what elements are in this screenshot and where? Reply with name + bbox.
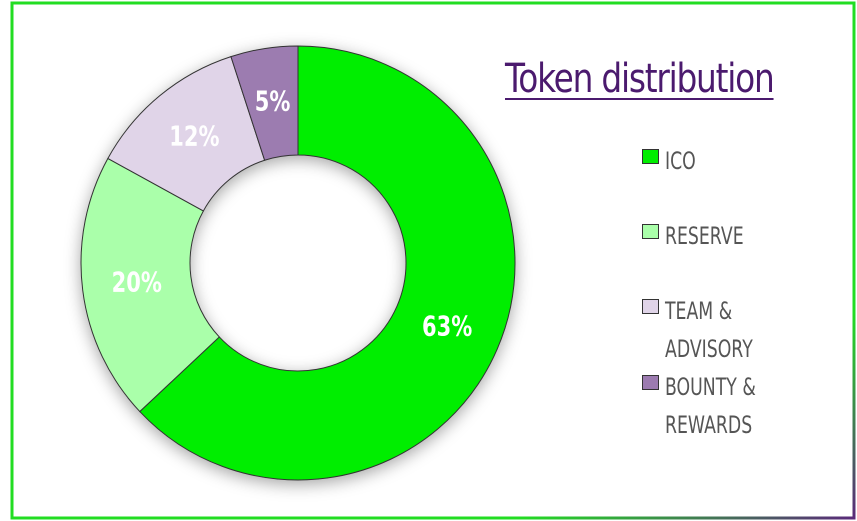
legend-swatch: [642, 149, 659, 164]
donut-slice: [80, 157, 220, 413]
legend-item: BOUNTY & REWARDS: [642, 368, 800, 444]
legend-item: TEAM & ADVISORY: [642, 292, 800, 368]
donut-slice: [139, 45, 516, 481]
legend-label: ICO: [665, 147, 696, 175]
slice-label: 63%: [422, 309, 472, 342]
legend-label: RESERVE: [665, 222, 744, 250]
slice-label: 5%: [255, 84, 291, 117]
frame: [10, 1, 856, 520]
donut-slice: [230, 45, 299, 161]
legend-swatch: [642, 299, 659, 314]
legend-swatch: [642, 224, 659, 239]
chart-title: Token distribution: [505, 56, 775, 102]
legend-label: BOUNTY & REWARDS: [665, 373, 756, 439]
slice-label: 12%: [169, 120, 219, 153]
legend-label: TEAM & ADVISORY: [665, 297, 753, 363]
legend-item: RESERVE: [642, 217, 800, 255]
legend-item: ICO: [642, 142, 800, 180]
slice-label: 20%: [112, 265, 162, 298]
donut: [80, 45, 516, 481]
legend-swatch: [642, 375, 659, 390]
